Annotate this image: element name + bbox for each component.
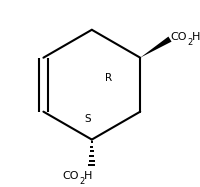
Polygon shape xyxy=(140,36,171,58)
Text: H: H xyxy=(191,32,200,42)
Text: H: H xyxy=(84,171,92,181)
Text: 2: 2 xyxy=(187,38,192,47)
Text: 2: 2 xyxy=(79,177,85,186)
Text: CO: CO xyxy=(169,32,186,42)
Text: S: S xyxy=(84,114,91,124)
Text: CO: CO xyxy=(62,171,78,181)
Text: R: R xyxy=(104,73,112,83)
